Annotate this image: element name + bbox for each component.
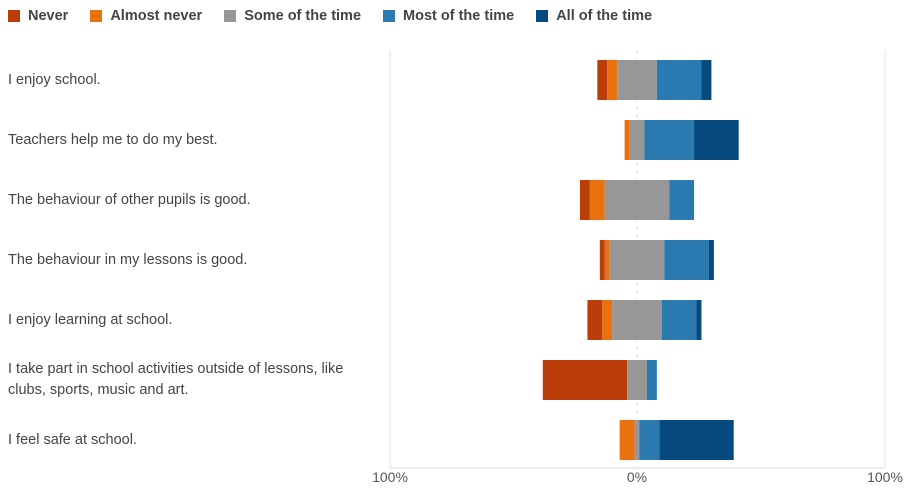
bar-segment [664,240,709,280]
category-label: I take part in school activities outside… [8,361,344,398]
bar-segment [656,60,702,100]
bar-segment [579,180,590,220]
legend-item: Most of the time [383,8,514,24]
bar-segment [629,120,645,160]
bar-segment [694,120,739,160]
bar-segment [604,180,670,220]
legend-swatch [224,10,237,22]
bar-segment [659,420,734,460]
bar-segment [617,60,657,100]
legend-label: Most of the time [403,8,515,24]
category-label: Teachers help me to do my best. [8,131,218,148]
x-tick-label: 0% [627,469,647,485]
bar-segment [646,360,657,400]
bar-segment [587,300,603,340]
category-label: The behaviour of other pupils is good. [8,191,251,208]
bar-segment [619,420,635,460]
bar-segment [602,300,613,340]
bar-segment [612,300,662,340]
bar-segment [627,360,647,400]
legend-label: All of the time [556,8,653,24]
bar-segment [607,60,618,100]
legend-item: Never [8,8,68,24]
category-label: I feel safe at school. [8,431,137,448]
bar-segment [696,300,702,340]
legend-item: Almost never [90,8,202,24]
bar-segment [708,240,714,280]
x-tick-label: 100% [867,469,903,485]
bar-segment [661,300,697,340]
bar-segment [634,420,640,460]
legend-swatch [383,10,396,22]
legend-swatch [536,10,549,22]
legend-swatch [90,10,103,22]
bar-segment [644,120,695,160]
bar-segment [599,240,605,280]
bar-segment [609,240,665,280]
bar-segment [589,180,605,220]
bar-segment [604,240,610,280]
bar-segment [624,120,630,160]
legend-label: Never [28,8,69,24]
category-label: The behaviour in my lessons is good. [8,251,248,268]
bar-segment [597,60,608,100]
legend-item: All of the time [536,8,652,24]
x-tick-label: 100% [372,469,408,485]
category-label: I enjoy learning at school. [8,311,173,328]
legend-label: Some of the time [244,8,362,24]
bar-segment [542,360,628,400]
category-label: I enjoy school. [8,71,101,88]
bar-segment [701,60,712,100]
legend-item: Some of the time [224,8,361,24]
legend: Never Almost never Some of the time Most of… [8,6,674,26]
legend-swatch [8,10,20,22]
legend-label: Almost never [110,8,203,24]
bar-segment [669,180,695,220]
bar-segment [639,420,660,460]
